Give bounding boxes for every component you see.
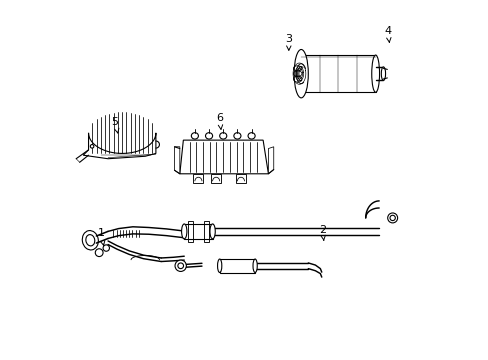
- Polygon shape: [174, 147, 180, 174]
- Polygon shape: [83, 133, 156, 159]
- Ellipse shape: [247, 133, 255, 139]
- Ellipse shape: [233, 133, 241, 139]
- Bar: [184, 224, 212, 239]
- Text: 5: 5: [111, 117, 119, 133]
- Bar: [203, 221, 208, 242]
- Ellipse shape: [252, 259, 257, 273]
- Ellipse shape: [181, 224, 186, 239]
- Bar: [193, 174, 203, 183]
- Ellipse shape: [175, 260, 186, 271]
- Bar: [188, 221, 193, 242]
- Bar: [211, 174, 221, 183]
- Ellipse shape: [387, 213, 397, 223]
- Text: 6: 6: [216, 113, 223, 130]
- Ellipse shape: [95, 249, 103, 257]
- Ellipse shape: [219, 133, 226, 139]
- Ellipse shape: [90, 145, 94, 148]
- Text: 4: 4: [384, 26, 391, 42]
- Ellipse shape: [86, 235, 95, 246]
- Ellipse shape: [82, 230, 98, 250]
- Ellipse shape: [205, 133, 212, 139]
- Text: 1: 1: [97, 229, 104, 246]
- Polygon shape: [301, 55, 375, 92]
- Text: 2: 2: [318, 225, 325, 240]
- Ellipse shape: [293, 49, 307, 98]
- Ellipse shape: [103, 245, 109, 251]
- Ellipse shape: [178, 263, 183, 269]
- Ellipse shape: [371, 55, 379, 92]
- Ellipse shape: [217, 259, 222, 273]
- Bar: [236, 174, 245, 183]
- Polygon shape: [180, 140, 268, 174]
- Ellipse shape: [191, 133, 198, 139]
- Polygon shape: [268, 147, 273, 174]
- Text: 3: 3: [285, 33, 292, 50]
- Ellipse shape: [381, 67, 385, 80]
- Ellipse shape: [209, 224, 215, 239]
- Bar: [219, 259, 255, 273]
- Ellipse shape: [389, 215, 394, 221]
